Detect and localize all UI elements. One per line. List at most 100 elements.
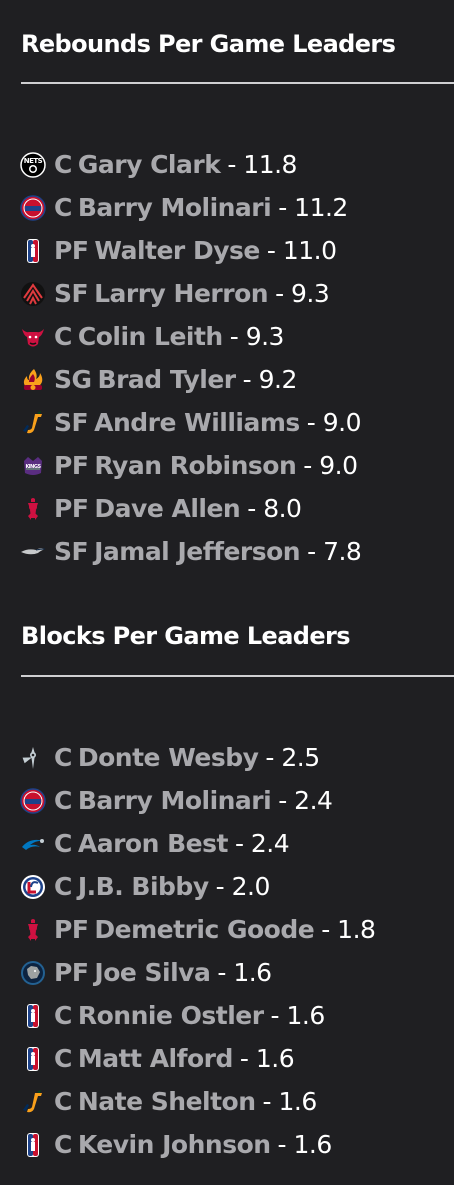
leader-row: C Barry Molinari - 2.4 bbox=[20, 779, 454, 822]
stat-value: - 2.5 bbox=[265, 743, 320, 772]
stat-value: - 1.8 bbox=[321, 915, 376, 944]
blocks-leaders-list: C Donte Wesby - 2.5 C Barry Molinari - 2.4 C Aa… bbox=[20, 736, 454, 1166]
spurs-logo-icon bbox=[20, 744, 48, 772]
player-name: Brad Tyler bbox=[97, 365, 237, 394]
player-name: J.B. Bibby bbox=[77, 872, 209, 901]
blocks-divider bbox=[21, 675, 454, 677]
stat-value: - 1.6 bbox=[262, 1087, 318, 1116]
stat-value: - 9.2 bbox=[242, 365, 298, 394]
player-link[interactable]: PF Joe Silva bbox=[54, 958, 211, 987]
leader-row: C Nate Shelton - 1.6 bbox=[20, 1080, 454, 1123]
nets-logo-icon: NETS bbox=[20, 151, 48, 179]
jazz-logo-icon bbox=[20, 409, 48, 437]
player-name: Kevin Johnson bbox=[77, 1130, 271, 1159]
stat-value: - 1.6 bbox=[270, 1001, 326, 1030]
bulls-logo-icon bbox=[20, 323, 48, 351]
leader-row: PF Joe Silva - 1.6 bbox=[20, 951, 454, 994]
player-name: Andre Williams bbox=[94, 408, 300, 437]
player-link[interactable]: C J.B. Bibby bbox=[54, 872, 209, 901]
player-position: PF bbox=[54, 915, 89, 944]
player-name: Barry Molinari bbox=[77, 193, 272, 222]
leader-row: C Donte Wesby - 2.5 bbox=[20, 736, 454, 779]
player-link[interactable]: C Kevin Johnson bbox=[54, 1130, 271, 1159]
stat-value: - 9.0 bbox=[303, 451, 358, 480]
stat-value: - 2.0 bbox=[215, 872, 271, 901]
player-link[interactable]: C Barry Molinari bbox=[54, 786, 272, 815]
nba-logo-icon bbox=[20, 1002, 48, 1030]
player-link[interactable]: SG Brad Tyler bbox=[54, 365, 236, 394]
player-name: Demetric Goode bbox=[94, 915, 315, 944]
leader-row: SF Larry Herron - 9.3 bbox=[20, 272, 454, 315]
player-position: C bbox=[54, 322, 72, 351]
stat-value: - 2.4 bbox=[278, 786, 333, 815]
stat-value: - 9.3 bbox=[275, 279, 330, 308]
player-position: C bbox=[54, 786, 72, 815]
nba-logo-icon bbox=[20, 1131, 48, 1159]
player-name: Donte Wesby bbox=[77, 743, 259, 772]
trail-blazers-logo-icon bbox=[20, 280, 48, 308]
player-position: C bbox=[54, 829, 72, 858]
timberwolves-logo-icon bbox=[20, 959, 48, 987]
player-position: SF bbox=[54, 537, 89, 566]
player-link[interactable]: C Barry Molinari bbox=[54, 193, 272, 222]
leader-row: KINGS PF Ryan Robinson - 9.0 bbox=[20, 444, 454, 487]
player-link[interactable]: C Matt Alford bbox=[54, 1044, 233, 1073]
nba-logo-icon bbox=[20, 1045, 48, 1073]
player-link[interactable]: PF Dave Allen bbox=[54, 494, 241, 523]
leader-row: C Ronnie Ostler - 1.6 bbox=[20, 994, 454, 1037]
player-link[interactable]: C Aaron Best bbox=[54, 829, 228, 858]
player-name: Larry Herron bbox=[94, 279, 269, 308]
player-name: Nate Shelton bbox=[77, 1087, 256, 1116]
leader-row: C J.B. Bibby - 2.0 bbox=[20, 865, 454, 908]
rebounds-section-title: Rebounds Per Game Leaders bbox=[21, 30, 396, 58]
rockets-logo-icon bbox=[20, 495, 48, 523]
leader-row: C Matt Alford - 1.6 bbox=[20, 1037, 454, 1080]
leader-row: PF Walter Dyse - 11.0 bbox=[20, 229, 454, 272]
player-link[interactable]: SF Larry Herron bbox=[54, 279, 269, 308]
player-position: PF bbox=[54, 236, 89, 265]
player-position: PF bbox=[54, 494, 89, 523]
player-position: SG bbox=[54, 365, 92, 394]
player-link[interactable]: C Colin Leith bbox=[54, 322, 223, 351]
heat-logo-icon bbox=[20, 366, 48, 394]
leader-row: C Aaron Best - 2.4 bbox=[20, 822, 454, 865]
player-name: Joe Silva bbox=[94, 958, 211, 987]
pelicans-logo-icon bbox=[20, 538, 48, 566]
player-link[interactable]: SF Andre Williams bbox=[54, 408, 300, 437]
player-position: C bbox=[54, 150, 72, 179]
stat-value: - 11.2 bbox=[278, 193, 348, 222]
stat-value: - 11.0 bbox=[266, 236, 337, 265]
player-position: C bbox=[54, 1130, 72, 1159]
stat-value: - 9.3 bbox=[229, 322, 285, 351]
player-name: Dave Allen bbox=[94, 494, 241, 523]
player-link[interactable]: C Ronnie Ostler bbox=[54, 1001, 264, 1030]
player-link[interactable]: C Gary Clark bbox=[54, 150, 221, 179]
player-link[interactable]: C Donte Wesby bbox=[54, 743, 259, 772]
player-link[interactable]: PF Demetric Goode bbox=[54, 915, 315, 944]
player-position: C bbox=[54, 872, 72, 901]
blocks-section-title: Blocks Per Game Leaders bbox=[21, 622, 351, 650]
svg-text:KINGS: KINGS bbox=[25, 464, 41, 470]
player-position: C bbox=[54, 193, 72, 222]
player-name: Matt Alford bbox=[77, 1044, 234, 1073]
stat-value: - 7.8 bbox=[307, 537, 362, 566]
rebounds-divider bbox=[21, 82, 454, 84]
pistons-logo-icon bbox=[20, 787, 48, 815]
player-name: Walter Dyse bbox=[94, 236, 260, 265]
leader-row: SF Jamal Jefferson - 7.8 bbox=[20, 530, 454, 573]
svg-text:NETS: NETS bbox=[24, 157, 43, 165]
player-name: Ronnie Ostler bbox=[77, 1001, 264, 1030]
jazz-logo-icon bbox=[20, 1088, 48, 1116]
leader-row: SF Andre Williams - 9.0 bbox=[20, 401, 454, 444]
rebounds-leaders-list: NETS C Gary Clark - 11.8 C Barry Molinari - 11… bbox=[20, 143, 454, 573]
player-link[interactable]: C Nate Shelton bbox=[54, 1087, 256, 1116]
leader-row: SG Brad Tyler - 9.2 bbox=[20, 358, 454, 401]
player-link[interactable]: SF Jamal Jefferson bbox=[54, 537, 301, 566]
player-link[interactable]: PF Ryan Robinson bbox=[54, 451, 297, 480]
player-position: PF bbox=[54, 958, 89, 987]
player-name: Jamal Jefferson bbox=[94, 537, 301, 566]
player-link[interactable]: PF Walter Dyse bbox=[54, 236, 260, 265]
stat-value: - 8.0 bbox=[247, 494, 302, 523]
leader-row: NETS C Gary Clark - 11.8 bbox=[20, 143, 454, 186]
stat-value: - 1.6 bbox=[217, 958, 272, 987]
